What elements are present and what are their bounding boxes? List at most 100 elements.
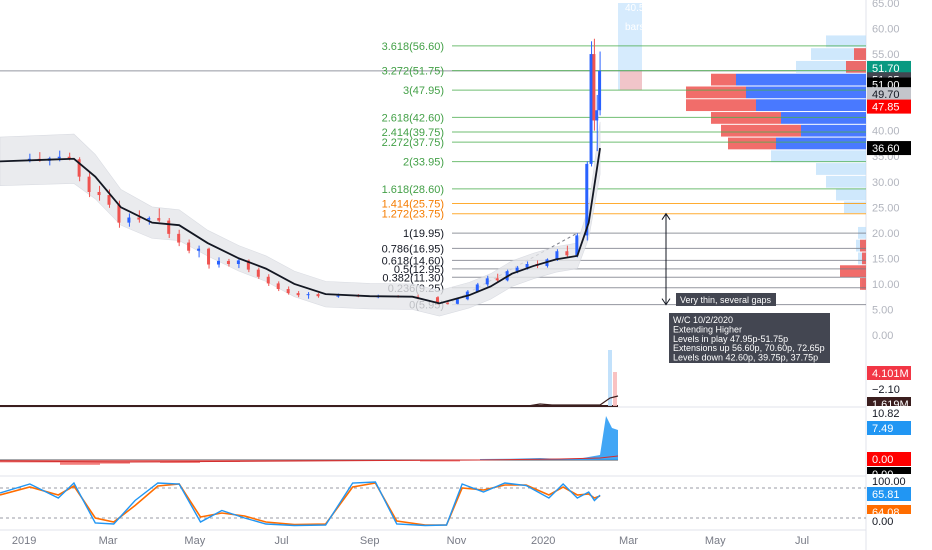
candle-body xyxy=(316,294,320,297)
macd-tag-bg[interactable] xyxy=(867,406,911,420)
faint-label: bars, xyxy=(625,22,647,33)
gap-note-text: Very thin, several gaps xyxy=(680,295,772,305)
candle-body xyxy=(565,251,569,256)
price-tick: 30.00 xyxy=(872,177,900,189)
volume-profile-bar xyxy=(816,163,866,175)
fib-label: 1.618(28.60) xyxy=(382,184,444,196)
fib-label: 0.618(14.60) xyxy=(382,255,444,267)
stoch-tag-bg[interactable] xyxy=(867,474,911,488)
fib-label: 1.414(25.75) xyxy=(382,198,444,210)
price-tick: 20.00 xyxy=(872,228,900,240)
price-tick: 65.00 xyxy=(872,0,900,10)
candle-body xyxy=(485,278,489,285)
candle-body xyxy=(57,156,61,159)
stoch-tag-bg[interactable] xyxy=(867,514,911,528)
fibonacci-levels[interactable]: 3.618(56.60) 3.272(51.75) 3(47.95) 2.618(42… xyxy=(382,41,866,312)
volume-profile-bar xyxy=(844,201,866,214)
candle-body xyxy=(266,276,270,284)
range-arrow-head xyxy=(661,212,671,220)
fib-label: 2(33.95) xyxy=(403,157,444,169)
volume-tag-bg[interactable] xyxy=(867,366,911,380)
price-tag-bg[interactable] xyxy=(867,141,911,156)
time-tick: Mar xyxy=(619,535,638,547)
stoch-d-line xyxy=(0,482,601,526)
comment-line: W/C 10/2/2020 xyxy=(673,315,733,325)
fib-label: 1(19.95) xyxy=(403,228,444,240)
stoch-tag: 65.81 xyxy=(872,489,900,501)
indicator-panes xyxy=(0,350,866,527)
price-tag-bg[interactable] xyxy=(867,87,911,102)
candle-body xyxy=(435,297,439,303)
macd-tag-bg[interactable] xyxy=(867,452,911,466)
fib-label: 2.618(42.60) xyxy=(382,112,444,124)
time-tick: Sep xyxy=(360,535,380,547)
candle-body xyxy=(256,269,260,277)
price-tag-bg[interactable] xyxy=(867,99,911,114)
candle-body xyxy=(475,284,479,292)
price-axis[interactable]: 65.0060.0055.0050.0045.0040.0035.0030.00… xyxy=(867,0,932,550)
volume-tag-bg[interactable] xyxy=(867,382,911,396)
candle-body xyxy=(525,264,529,268)
candle-body xyxy=(306,294,310,296)
volume-profile-bar xyxy=(811,48,866,60)
candle-body xyxy=(589,54,593,164)
volume-profile-bar xyxy=(736,73,866,86)
gap-note-box[interactable] xyxy=(676,293,776,306)
volume-profile-bar xyxy=(862,252,866,265)
volume-profile-bar xyxy=(840,265,866,278)
comment-box[interactable] xyxy=(669,313,830,363)
volume-bar xyxy=(613,372,617,406)
fib-label: 0.5(12.95) xyxy=(394,264,444,276)
time-tick: 2020 xyxy=(531,535,555,547)
volume-profile-bar xyxy=(860,239,866,252)
stoch-tag: 100.00 xyxy=(872,476,906,488)
price-tick: 10.00 xyxy=(872,279,900,291)
time-tick: Mar xyxy=(99,535,118,547)
stoch-tag-bg[interactable] xyxy=(867,487,911,501)
candle-body xyxy=(117,204,121,223)
volume-ma-line xyxy=(527,395,619,407)
volume-profile-bar xyxy=(746,86,866,99)
volume-profile-bar xyxy=(721,124,801,137)
volume-profile-bar xyxy=(686,99,756,112)
volume-bar xyxy=(608,350,612,406)
candle-body xyxy=(67,156,71,160)
macd-tag: 0.00 xyxy=(872,454,893,466)
volume-profile-bar xyxy=(846,60,866,73)
macd-tag-bg[interactable] xyxy=(867,421,911,435)
macd-histogram-bar xyxy=(130,460,160,463)
candle-body xyxy=(575,235,579,256)
volume-profile-bar xyxy=(826,35,866,48)
fib-label: 3.618(56.60) xyxy=(382,41,444,53)
candle-body xyxy=(187,242,191,251)
macd-tag: 10.82 xyxy=(872,408,900,420)
time-axis[interactable]: 2019 Mar May Jul Sep Nov 2020 Mar May Jul xyxy=(0,529,866,547)
stoch-tag: 0.00 xyxy=(872,516,893,528)
candle-body xyxy=(197,248,201,251)
macd-histogram-bar xyxy=(280,460,320,461)
candle-body xyxy=(137,217,141,220)
candle-body xyxy=(585,163,589,236)
candle-body xyxy=(286,289,290,294)
annotations[interactable]: Very thin, several gaps W/C 10/2/2020Exte… xyxy=(661,212,830,363)
candle-body xyxy=(87,176,91,192)
volume-profile-bar xyxy=(836,188,866,201)
time-tick: Jul xyxy=(795,535,809,547)
candle-body xyxy=(515,267,519,272)
candle-body xyxy=(246,260,250,270)
bollinger-band xyxy=(0,121,601,317)
candle-body xyxy=(226,260,230,265)
macd-signal-line xyxy=(0,455,619,463)
candle-body xyxy=(127,217,131,223)
comment-line: Extending Higher xyxy=(673,324,742,334)
range-arrow-head xyxy=(661,298,671,306)
price-tag-bg[interactable] xyxy=(867,60,911,75)
volume-profile-bar xyxy=(796,60,866,73)
moving-average-line xyxy=(0,147,601,305)
volume-profile-bar xyxy=(686,86,746,99)
fib-label: 1.272(23.75) xyxy=(382,209,444,221)
candle-body xyxy=(157,218,161,221)
candle-body xyxy=(455,299,459,304)
candle-body xyxy=(592,54,596,121)
